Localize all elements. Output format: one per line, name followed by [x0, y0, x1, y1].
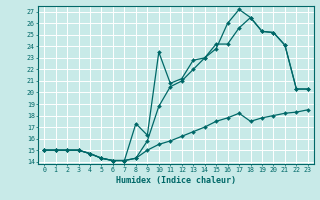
X-axis label: Humidex (Indice chaleur): Humidex (Indice chaleur) — [116, 176, 236, 185]
